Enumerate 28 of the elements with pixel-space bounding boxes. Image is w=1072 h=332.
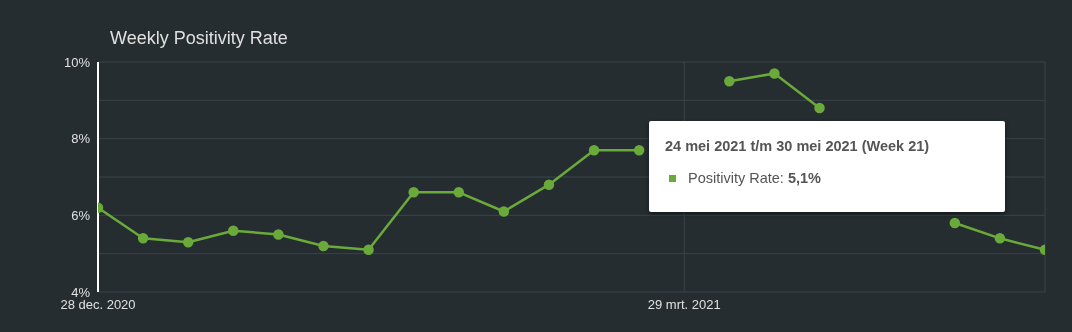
y-tick-label: 6%: [71, 207, 91, 223]
x-tick-label: 28 dec. 2020: [60, 297, 136, 313]
point: [994, 233, 1006, 244]
annotation: Positivity Rate:: [688, 170, 785, 186]
y-tick-label: 8%: [71, 131, 91, 147]
annotation: 24 mei 2021 t/m 30 mei 2021 (Week 21): [665, 138, 931, 154]
point: [588, 144, 600, 156]
point: [543, 179, 555, 190]
point: [408, 187, 419, 198]
point: [182, 236, 194, 248]
point: [453, 187, 465, 198]
point: [273, 229, 284, 240]
tooltip-panel: 24 mei 2021 t/m 30 mei 2021 (Week 21) Positivity Rate: 5,1%: [649, 121, 1005, 212]
chart-title: Weekly Positivity Rate: [110, 28, 288, 49]
point: [724, 75, 735, 87]
point: [814, 102, 825, 114]
point: [363, 244, 374, 256]
point: [498, 206, 510, 217]
point: [633, 144, 645, 156]
point: [318, 240, 329, 252]
point: [137, 233, 149, 244]
point: [228, 225, 239, 236]
x-tick-label: 29 mrt. 2021: [647, 297, 721, 313]
point: [949, 217, 961, 229]
annotation: 5,1%: [787, 170, 821, 186]
point: [769, 68, 780, 79]
y-tick-label: 10%: [63, 54, 91, 70]
y-tick-label: 4%: [71, 284, 91, 300]
